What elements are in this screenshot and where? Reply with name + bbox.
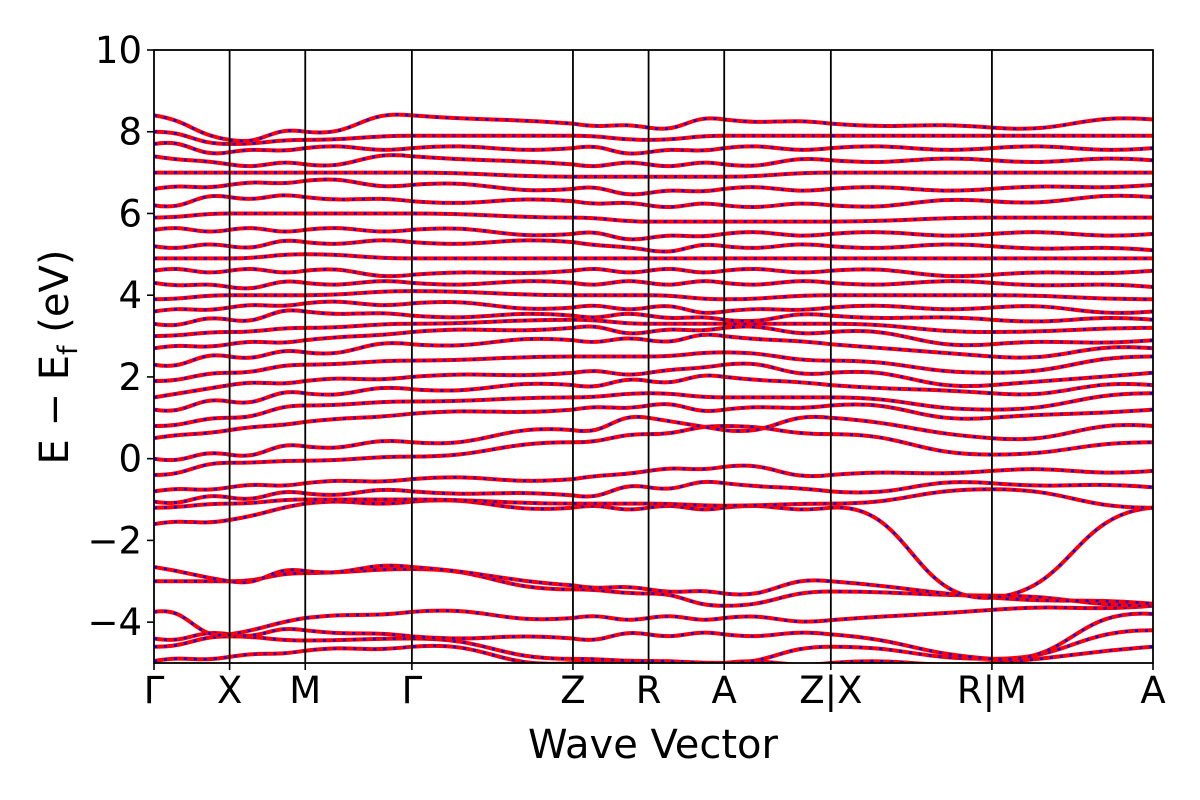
band-line-blue: [154, 374, 1153, 412]
band-line-blue: [154, 171, 1153, 179]
x-axis: Γ X M Γ Z R A Z|X R|M A: [144, 663, 1166, 712]
x-tick-label: M: [289, 669, 321, 712]
x-axis-title: Wave Vector: [528, 722, 779, 768]
y-tick-label: 8: [118, 111, 142, 154]
band-line-red: [154, 317, 1153, 339]
band-line-blue: [154, 480, 1153, 505]
band-line-blue: [154, 113, 1153, 143]
x-tick-label: X: [217, 669, 242, 712]
y-axis-title-main: E − E: [32, 355, 78, 465]
y-tick-label: −4: [87, 601, 142, 644]
band-line-blue: [154, 239, 1153, 253]
plot-frame: [153, 49, 1154, 664]
high-symmetry-lines: [228, 50, 993, 663]
band-line-blue: [154, 629, 1153, 663]
band-line-red: [154, 487, 1153, 510]
band-line-red: [154, 463, 1153, 494]
band-line-blue: [154, 351, 1153, 383]
y-tick-label: 2: [118, 356, 142, 399]
y-tick-label: 10: [95, 29, 142, 72]
band-line-blue: [154, 499, 1153, 599]
band-line-blue: [154, 194, 1153, 209]
band-line-blue: [154, 402, 1153, 440]
band-line-red: [154, 324, 1153, 351]
band-line-blue: [154, 362, 1153, 399]
band-line-blue: [154, 212, 1153, 223]
band-line-blue: [154, 415, 1153, 462]
y-tick-label: 0: [118, 438, 142, 481]
band-line-red: [154, 423, 1153, 477]
x-tick-label: R|M: [957, 669, 1027, 712]
band-line-red: [154, 603, 1153, 638]
band-line-blue: [154, 226, 1153, 241]
x-tick-label: Z: [560, 669, 585, 712]
band-line-blue: [154, 141, 1153, 155]
y-tick-label: 4: [118, 274, 142, 317]
y-axis-title-sub: f: [53, 344, 84, 355]
band-line-blue: [154, 289, 1153, 301]
x-tick-label: A: [712, 669, 737, 712]
x-tick-label: R: [636, 669, 662, 712]
x-tick-label: A: [1140, 669, 1165, 712]
band-line-blue: [154, 252, 1153, 260]
band-line-blue: [154, 391, 1153, 428]
band-line-red: [154, 177, 1153, 197]
y-axis: 10 8 6 4 2 0 −2 −4: [87, 29, 154, 644]
band-line-blue: [154, 300, 1153, 315]
y-tick-label: −2: [87, 519, 142, 562]
band-line-blue: [154, 612, 1153, 661]
band-line-blue: [154, 130, 1153, 146]
band-line-red: [154, 153, 1153, 169]
band-line-red: [154, 266, 1153, 279]
band-lines: [154, 112, 1153, 663]
band-line-red: [154, 643, 1153, 663]
x-tick-label: Γ: [402, 669, 423, 712]
band-line-blue: [154, 279, 1153, 290]
x-tick-label: Z|X: [799, 669, 862, 712]
x-tick-label: Γ: [144, 669, 165, 712]
y-axis-title-tail: (eV): [32, 250, 78, 346]
band-line-red: [154, 563, 1153, 606]
y-axis-title: E − Ef (eV): [32, 250, 84, 465]
band-line-blue: [154, 333, 1153, 368]
y-tick-label: 6: [118, 192, 142, 235]
band-line-blue: [154, 309, 1153, 327]
